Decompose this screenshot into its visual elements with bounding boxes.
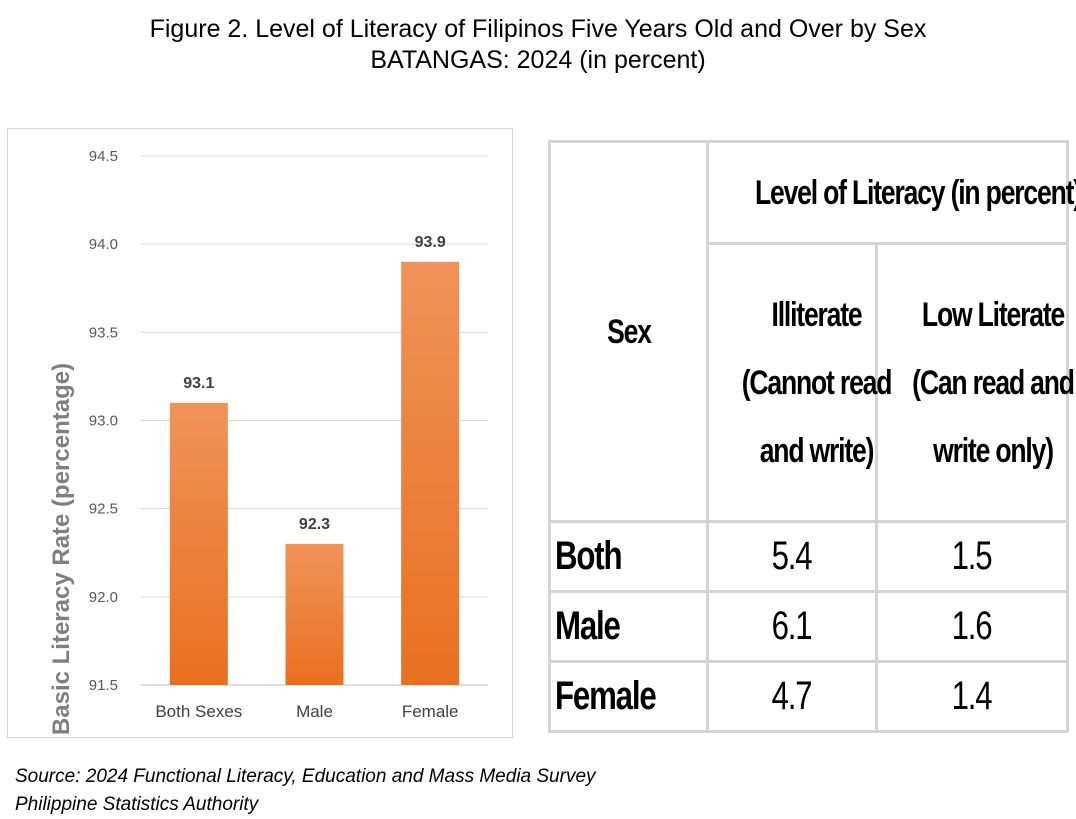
- category-label: Male: [296, 702, 333, 721]
- row-illiterate-value: 6.1: [772, 604, 813, 648]
- sex-header-cell: Sex: [548, 140, 709, 523]
- row-low-literate-value: 1.6: [952, 604, 993, 648]
- data-label: 93.9: [415, 234, 446, 251]
- y-tick-label: 92.0: [89, 589, 118, 606]
- y-tick-label: 94.0: [89, 236, 118, 253]
- bar-female: [401, 261, 460, 685]
- row-illiterate-value: 5.4: [772, 534, 813, 578]
- category-label: Both Sexes: [155, 702, 242, 721]
- bars: [169, 261, 460, 685]
- data-label: 93.1: [183, 375, 214, 392]
- row-sex-cell: Female: [548, 660, 709, 733]
- bar-male: [285, 543, 344, 685]
- figure-title-line1: Figure 2. Level of Literacy of Filipinos…: [149, 15, 927, 43]
- y-axis-title: Basic Literacy Rate (percentage): [48, 363, 75, 735]
- illiterate-header-cell: Illiterate (Cannot read and write): [706, 242, 892, 523]
- row-illiterate-cell: 4.7: [706, 660, 878, 733]
- source-note: Source: 2024 Functional Literacy, Educat…: [15, 763, 596, 819]
- row-low-literate-cell: 1.6: [875, 590, 1069, 663]
- y-tick-label: 94.5: [89, 148, 118, 165]
- figure-title-line2: BATANGAS: 2024 (in percent): [370, 46, 706, 74]
- y-tick-label: 93.5: [89, 324, 118, 341]
- row-illiterate-cell: 6.1: [706, 590, 878, 663]
- y-tick-label: 91.5: [89, 677, 118, 694]
- row-sex-cell: Both: [548, 520, 709, 593]
- row-low-literate-value: 1.4: [952, 674, 993, 718]
- bar-both-sexes: [169, 402, 228, 685]
- figure-title: Figure 2. Level of Literacy of Filipinos…: [0, 14, 1076, 76]
- source-line1: Source: 2024 Functional Literacy, Educat…: [15, 766, 596, 787]
- row-sex-label: Male: [555, 604, 621, 648]
- group-header-cell: Level of Literacy (in percent): [706, 140, 1076, 245]
- category-labels: Both Sexes Male Female: [155, 702, 458, 721]
- table-row: Female 4.7 1.4: [548, 660, 1069, 733]
- row-sex-label: Both: [555, 534, 623, 578]
- group-header: Level of Literacy (in percent): [754, 173, 1076, 212]
- category-label: Female: [402, 702, 459, 721]
- bar-chart-svg: 91.592.092.593.093.594.094.5 93.192.393.…: [48, 148, 488, 735]
- data-labels: 93.1 92.3 93.9: [183, 234, 446, 533]
- row-sex-cell: Male: [548, 590, 709, 663]
- y-tick-label: 92.5: [89, 501, 118, 518]
- row-illiterate-value: 4.7: [772, 674, 813, 718]
- row-sex-label: Female: [555, 674, 657, 718]
- y-axis-ticks: 91.5 92.0 92.5 93.0 93.5 94.0 94.5: [89, 148, 118, 694]
- illiterate-header: Illiterate (Cannot read and write): [741, 295, 893, 470]
- row-low-literate-value: 1.5: [952, 534, 993, 578]
- table-row: Both 5.4 1.5: [548, 520, 1069, 593]
- data-label: 92.3: [299, 516, 330, 533]
- row-low-literate-cell: 1.5: [875, 520, 1069, 593]
- low-literate-header-cell: Low Literate (Can read and write only): [875, 242, 1075, 523]
- row-low-literate-cell: 1.4: [875, 660, 1069, 733]
- sex-header: Sex: [606, 312, 652, 351]
- y-tick-label: 93.0: [89, 413, 118, 430]
- bar-chart: 91.5 92.0 92.5 93.0 93.5 94.0 94.5 93.1 92.3 93.…: [7, 128, 513, 738]
- literacy-table: Sex Level of Literacy (in percent) Illit…: [548, 140, 1076, 733]
- source-line2: Philippine Statistics Authority: [15, 794, 259, 815]
- row-illiterate-cell: 5.4: [706, 520, 878, 593]
- table-row: Male 6.1 1.6: [548, 590, 1069, 663]
- low-literate-header: Low Literate (Can read and write only): [912, 295, 1075, 470]
